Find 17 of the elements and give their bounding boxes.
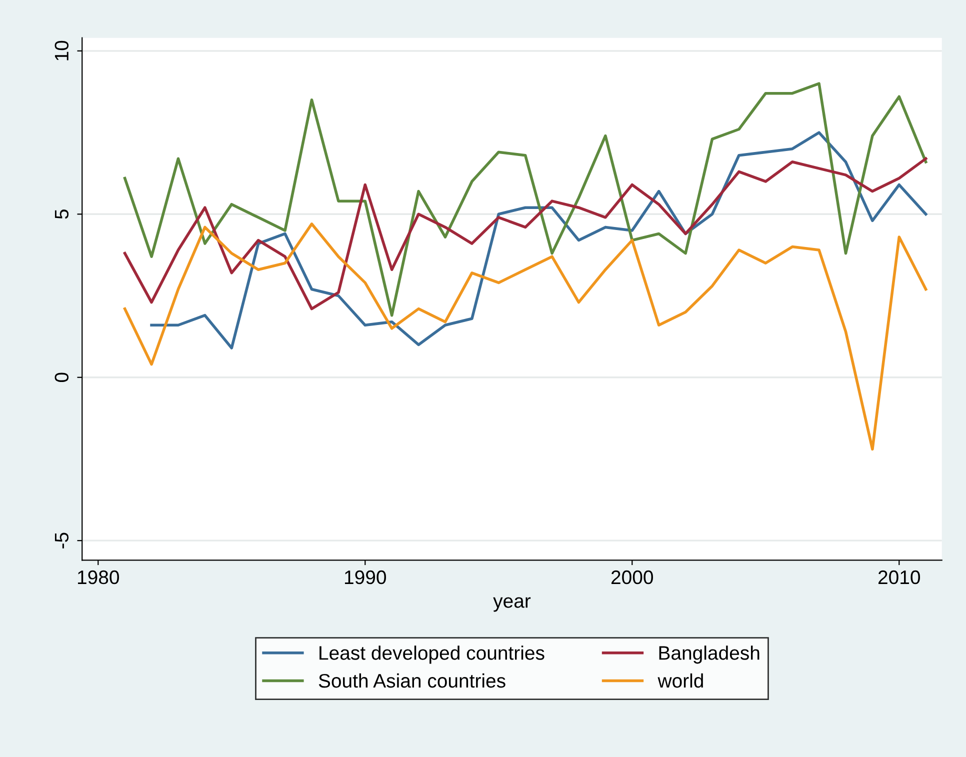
- x-axis-title: year: [493, 597, 531, 612]
- y-tick-label: 5: [54, 210, 69, 219]
- line-series: [150, 131, 928, 350]
- legend-label: world: [658, 673, 703, 688]
- y-tick-label: 10: [54, 40, 69, 60]
- y-tick-label: -5: [54, 532, 69, 548]
- legend-label: South Asian countries: [318, 673, 506, 688]
- line-series: [123, 82, 928, 317]
- legend-label: Bangladesh: [659, 646, 760, 664]
- x-tick-label: 2010: [878, 570, 920, 584]
- y-tick-label: 0: [54, 372, 69, 382]
- x-tick-label: 1990: [344, 570, 386, 584]
- x-tick-label: 1980: [78, 570, 119, 584]
- line-series: [123, 222, 928, 451]
- line-series: [123, 157, 928, 310]
- x-tick-label: 2000: [611, 570, 653, 584]
- legend-label: Least developed countries: [320, 646, 544, 664]
